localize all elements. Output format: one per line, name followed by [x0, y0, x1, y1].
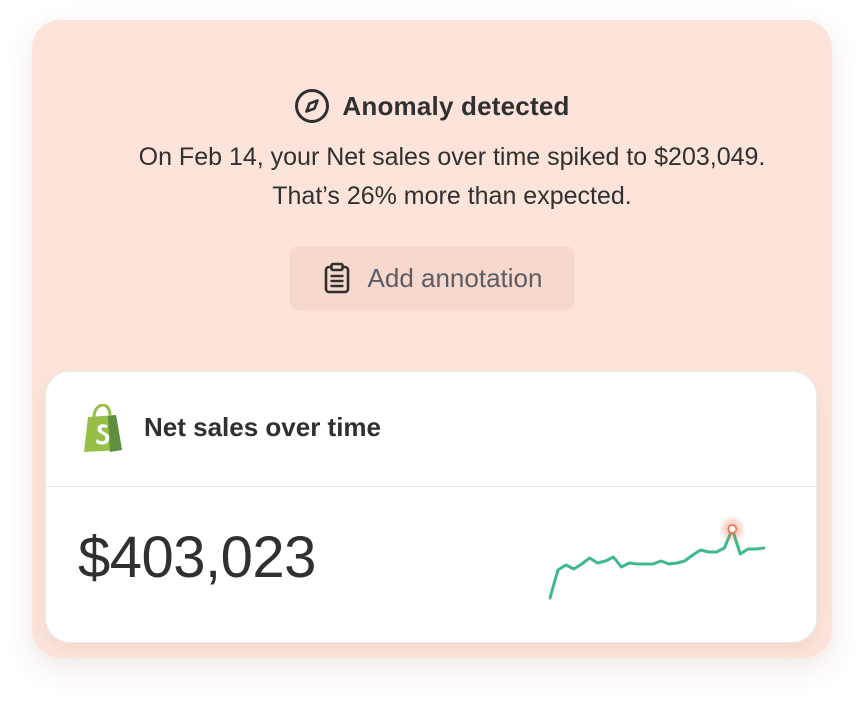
metric-card-title: Net sales over time [144, 412, 382, 442]
anomaly-title: Anomaly detected [342, 90, 570, 121]
clipboard-icon [324, 262, 349, 294]
anomaly-header: Anomaly detected [32, 88, 832, 124]
metric-card[interactable]: Net sales over time $403,023 [46, 372, 816, 642]
anomaly-point[interactable] [727, 524, 738, 534]
metric-card-header: Net sales over time [46, 372, 816, 487]
net-sales-sparkline [548, 515, 766, 600]
add-annotation-label: Add annotation [367, 262, 543, 293]
compass-icon [295, 89, 330, 123]
shopify-logo [84, 404, 122, 452]
anomaly-card: Anomaly detected On Feb 14, your Net sal… [32, 20, 832, 658]
add-annotation-button[interactable]: Add annotation [290, 246, 574, 310]
anomaly-description: On Feb 14, your Net sales over time spik… [138, 143, 766, 210]
metric-value: $403,023 [78, 525, 316, 590]
